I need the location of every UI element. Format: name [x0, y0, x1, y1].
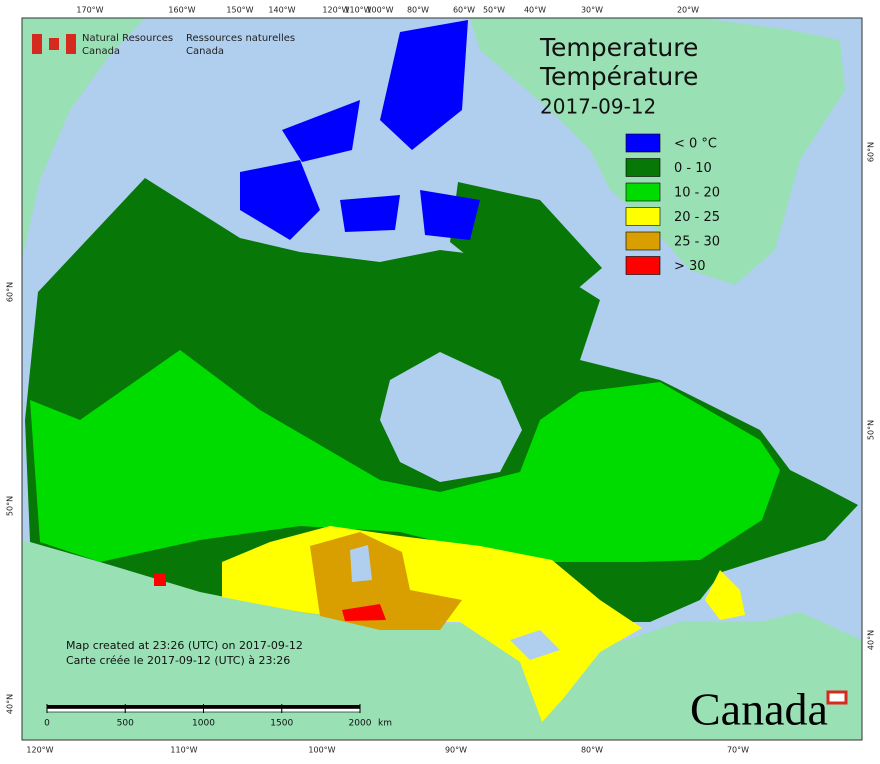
latitude-label: 60°N [6, 282, 15, 302]
department-en: Canada [82, 46, 120, 57]
legend-swatch [625, 256, 661, 275]
longitude-label: 80°W [581, 746, 603, 755]
title-date: 2017-09-12 [540, 95, 656, 119]
wordmark: Canada [690, 684, 828, 735]
wordmark-flag [826, 690, 848, 705]
united-states [22, 540, 862, 740]
baffin-island [450, 182, 602, 302]
scale-segment [125, 705, 204, 709]
legend-swatch [625, 158, 661, 177]
longitude-label: 80°W [407, 6, 429, 15]
longitude-label: 60°W [453, 6, 475, 15]
great-lakes [510, 630, 560, 660]
region-20-25-east [705, 570, 745, 620]
scale-segment [46, 708, 126, 713]
legend-swatch [625, 207, 661, 226]
legend-swatch [625, 231, 661, 251]
department-fr: Ressources naturelles [186, 33, 295, 44]
scale-label: 2000 [349, 719, 372, 729]
alaska [22, 18, 145, 260]
scale-label: 0 [44, 719, 50, 729]
longitude-label: 20°W [677, 6, 699, 15]
flag-bar [32, 34, 42, 54]
region-over-30 [342, 604, 386, 621]
longitude-label: 160°W [168, 6, 195, 15]
note-en: Map created at 23:26 (UTC) on 2017-09-12 [66, 639, 303, 652]
note-fr: Carte créée le 2017-09-12 (UTC) à 23:26 [66, 654, 290, 667]
scale-label: 1500 [270, 719, 293, 729]
longitude-label: 140°W [268, 6, 295, 15]
ellesmere-cold [380, 20, 468, 150]
longitude-label: 40°W [524, 6, 546, 15]
department-fr: Canada [186, 46, 224, 57]
latitude-label: 60°N [867, 142, 876, 162]
longitude-label: 70°W [727, 746, 749, 755]
scale-segment [124, 708, 204, 713]
baffin-cold [420, 190, 480, 240]
legend-label: 25 - 30 [674, 235, 720, 250]
frame [21, 17, 863, 741]
scale-unit: km [378, 719, 392, 729]
parry-cold [282, 100, 360, 162]
latitude-label: 40°N [6, 694, 15, 714]
scale-label: 500 [117, 719, 134, 729]
lake-winnipeg [350, 545, 372, 582]
somerset-cold [340, 195, 400, 232]
region-25-30 [310, 532, 462, 630]
hudson-bay [380, 352, 522, 482]
scale-segment [203, 705, 282, 709]
legend-swatch [625, 133, 661, 153]
longitude-label: 100°W [308, 746, 335, 755]
flag-leaf [49, 38, 59, 50]
legend-label: > 30 [674, 259, 706, 274]
longitude-label: 120°W [322, 6, 349, 15]
legend-label: 20 - 25 [674, 210, 720, 225]
scale-segment [47, 705, 126, 709]
victoria-cold [240, 160, 320, 240]
scale-segment [281, 708, 361, 713]
title-fr: Température [539, 62, 698, 91]
longitude-label: 120°W [26, 746, 53, 755]
legend-swatch [625, 182, 661, 202]
latitude-label: 50°N [6, 496, 15, 516]
region-over-30-west [154, 574, 166, 586]
legend-label: < 0 °C [674, 137, 717, 152]
flag-bar [66, 34, 76, 54]
scale-label: 1000 [192, 719, 215, 729]
longitude-label: 90°W [445, 746, 467, 755]
legend-label: 10 - 20 [674, 186, 720, 201]
longitude-label: 150°W [226, 6, 253, 15]
longitude-label: 100°W [366, 6, 393, 15]
region-10-20 [30, 350, 780, 562]
scale-segment [281, 705, 360, 709]
longitude-label: 170°W [76, 6, 103, 15]
title-en: Temperature [539, 33, 698, 62]
map-body [22, 18, 862, 740]
longitude-label: 110°W [344, 6, 371, 15]
scale-segment [203, 708, 283, 713]
legend-label: 0 - 10 [674, 161, 712, 176]
latitude-label: 40°N [867, 630, 876, 650]
department-en: Natural Resources [82, 33, 173, 44]
longitude-label: 50°W [483, 6, 505, 15]
latitude-label: 50°N [867, 420, 876, 440]
longitude-label: 30°W [581, 6, 603, 15]
longitude-label: 110°W [170, 746, 197, 755]
